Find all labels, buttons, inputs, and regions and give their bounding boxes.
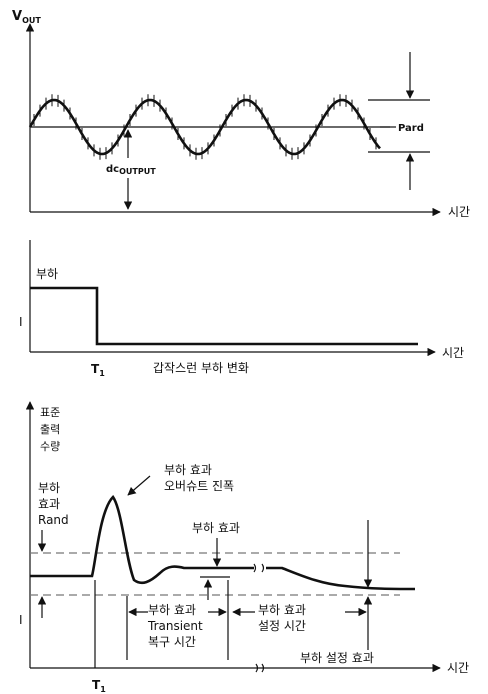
load-effect-rand-label: 부하 효과 Rand bbox=[38, 481, 69, 527]
load-step-panel: 시간 부하 I T1 갑작스런 부하 변화 bbox=[19, 240, 464, 378]
overshoot-label: 부하 효과 오버슈트 진폭 bbox=[164, 463, 234, 493]
noise-spikes bbox=[33, 94, 377, 160]
sudden-load-change-caption: 갑작스런 부하 변화 bbox=[153, 361, 249, 375]
nominal-output-label: 표준 출력 수량 bbox=[40, 406, 64, 453]
pard-label: Pard bbox=[398, 123, 424, 134]
t1-label: T1 bbox=[91, 362, 105, 378]
time-label-3: 시간 bbox=[447, 661, 469, 675]
load-label: 부하 bbox=[36, 267, 58, 281]
dc-output-label: dcOUTPUT bbox=[106, 164, 156, 176]
trace-break-mark bbox=[253, 563, 265, 573]
current-label-3: I bbox=[19, 613, 23, 627]
time-label-2: 시간 bbox=[442, 346, 464, 360]
vout-label: VOUT bbox=[12, 9, 41, 25]
t1-label-3: T1 bbox=[92, 678, 106, 694]
overshoot-arrow bbox=[127, 475, 151, 496]
ripple-panel: VOUT 시간 Pard dcOUTPUT bbox=[12, 9, 470, 219]
output-transient-response bbox=[30, 494, 254, 585]
load-effect-label: 부하 효과 bbox=[192, 521, 240, 535]
time-label: 시간 bbox=[448, 205, 470, 219]
current-label: I bbox=[19, 315, 23, 329]
transient-recovery-time-label: 부하 효과 Transient 복구 시간 bbox=[147, 603, 207, 649]
transient-panel: 시간 표준 출력 수량 부하 효과 Rand I T1 부하 효과 오버슈트 진… bbox=[19, 401, 469, 694]
load-settling-effect-label: 부하 설정 효과 bbox=[300, 651, 374, 665]
output-settled-response bbox=[266, 566, 416, 591]
settling-time-label: 부하 효과 설정 시간 bbox=[258, 603, 310, 633]
load-current-step bbox=[30, 286, 418, 346]
x-axis-break-mark bbox=[255, 663, 265, 673]
